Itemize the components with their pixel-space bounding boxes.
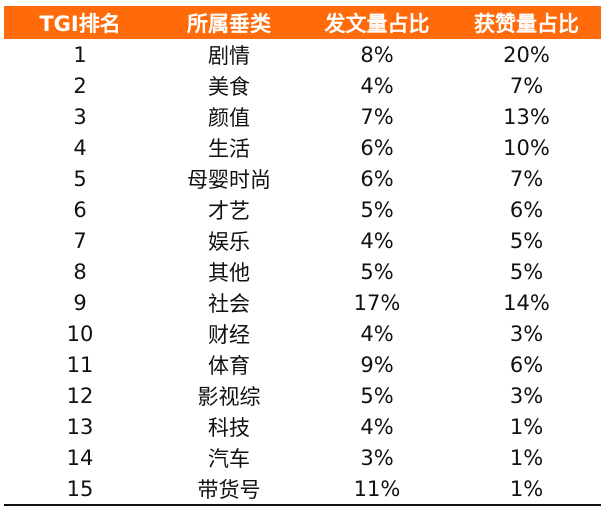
cell-like-share: 14% bbox=[503, 290, 550, 315]
header-category: 所属垂类 bbox=[156, 6, 302, 39]
cell-category: 其他 bbox=[208, 260, 250, 285]
cell-rank: 8 bbox=[73, 259, 87, 284]
cell-like-share: 13% bbox=[503, 104, 550, 129]
table-row: 11 体育 9% 6% bbox=[4, 349, 601, 380]
cell-post-share: 9% bbox=[360, 352, 394, 377]
cell-rank: 1 bbox=[73, 42, 87, 67]
cell-rank: 5 bbox=[73, 166, 87, 191]
cell-like-share: 3% bbox=[509, 383, 544, 408]
cell-post-share: 7% bbox=[360, 104, 394, 129]
cell-rank: 9 bbox=[73, 290, 87, 315]
cell-like-share: 7% bbox=[509, 73, 544, 98]
cell-rank: 14 bbox=[66, 445, 94, 470]
cell-like-share: 1% bbox=[452, 473, 601, 506]
header-tgi-rank: TGI排名 bbox=[4, 6, 156, 39]
cell-like-share: 5% bbox=[509, 228, 544, 253]
cell-category: 颜值 bbox=[208, 105, 250, 130]
cell-rank: 12 bbox=[66, 383, 94, 408]
table-row: 10 财经 4% 3% bbox=[4, 318, 601, 349]
cell-like-share: 7% bbox=[509, 166, 544, 191]
cell-rank: 10 bbox=[66, 321, 94, 346]
header-like-share: 获赞量占比 bbox=[452, 6, 601, 39]
cell-post-share: 4% bbox=[360, 228, 394, 253]
table-row: 7 娱乐 4% 5% bbox=[4, 225, 601, 256]
cell-rank: 11 bbox=[66, 352, 94, 377]
cell-rank: 7 bbox=[73, 228, 87, 253]
cell-category: 社会 bbox=[208, 291, 250, 316]
cell-like-share: 10% bbox=[503, 135, 550, 160]
table-row: 2 美食 4% 7% bbox=[4, 70, 601, 101]
table-row: 15 带货号 11% 1% bbox=[4, 473, 601, 506]
cell-post-share: 4% bbox=[360, 73, 394, 98]
cell-post-share: 3% bbox=[360, 445, 394, 470]
cell-like-share: 6% bbox=[509, 352, 544, 377]
cell-category: 汽车 bbox=[208, 446, 250, 471]
cell-rank: 3 bbox=[73, 104, 87, 129]
header-post-share: 发文量占比 bbox=[302, 6, 452, 39]
table-row: 4 生活 6% 10% bbox=[4, 132, 601, 163]
cell-category: 影视综 bbox=[197, 384, 261, 409]
tgi-ranking-table: TGI排名 所属垂类 发文量占比 获赞量占比 1 剧情 8% 20% 2 美食 4% 7% 3 颜… bbox=[4, 6, 601, 506]
cell-rank: 13 bbox=[66, 414, 94, 439]
table-row: 5 母婴时尚 6% 7% bbox=[4, 163, 601, 194]
cell-post-share: 6% bbox=[360, 166, 394, 191]
cell-rank: 2 bbox=[73, 73, 87, 98]
cell-rank: 15 bbox=[4, 473, 156, 506]
cell-like-share: 3% bbox=[509, 321, 544, 346]
cell-category: 带货号 bbox=[156, 473, 302, 506]
cell-category: 母婴时尚 bbox=[187, 167, 271, 192]
cell-category: 娱乐 bbox=[208, 229, 250, 254]
table-row: 14 汽车 3% 1% bbox=[4, 442, 601, 473]
table-row: 8 其他 5% 5% bbox=[4, 256, 601, 287]
cell-post-share: 4% bbox=[360, 321, 394, 346]
cell-post-share: 17% bbox=[353, 290, 401, 315]
cell-category: 体育 bbox=[208, 353, 250, 378]
table-header: TGI排名 所属垂类 发文量占比 获赞量占比 bbox=[4, 6, 601, 39]
cell-category: 科技 bbox=[208, 415, 250, 440]
cell-post-share: 11% bbox=[302, 473, 452, 506]
cell-post-share: 6% bbox=[360, 135, 394, 160]
cell-category: 美食 bbox=[208, 74, 250, 99]
cell-category: 剧情 bbox=[208, 43, 250, 68]
table-row: 12 影视综 5% 3% bbox=[4, 380, 601, 411]
table-row: 3 颜值 7% 13% bbox=[4, 101, 601, 132]
cell-like-share: 1% bbox=[509, 414, 544, 439]
table-row: 1 剧情 8% 20% bbox=[4, 39, 601, 70]
cell-rank: 6 bbox=[73, 197, 87, 222]
cell-category: 生活 bbox=[208, 136, 250, 161]
cell-post-share: 5% bbox=[360, 259, 394, 284]
header-row: TGI排名 所属垂类 发文量占比 获赞量占比 bbox=[4, 6, 601, 39]
cell-like-share: 6% bbox=[509, 197, 544, 222]
table-row: 6 才艺 5% 6% bbox=[4, 194, 601, 225]
cell-like-share: 5% bbox=[509, 259, 544, 284]
cell-post-share: 8% bbox=[360, 42, 394, 67]
cell-category: 才艺 bbox=[208, 198, 250, 223]
cell-rank: 4 bbox=[73, 135, 87, 160]
cell-post-share: 5% bbox=[360, 197, 394, 222]
cell-category: 财经 bbox=[208, 322, 250, 347]
cell-post-share: 4% bbox=[360, 414, 394, 439]
cell-like-share: 1% bbox=[509, 445, 544, 470]
table-body: 1 剧情 8% 20% 2 美食 4% 7% 3 颜值 7% 13% 4 生活 6% 10% 5 母婴时尚 6% 7%… bbox=[4, 39, 601, 506]
cell-like-share: 20% bbox=[503, 42, 550, 67]
cell-post-share: 5% bbox=[360, 383, 394, 408]
table-row: 13 科技 4% 1% bbox=[4, 411, 601, 442]
tgi-ranking-table-container: TGI排名 所属垂类 发文量占比 获赞量占比 1 剧情 8% 20% 2 美食 4% 7% 3 颜… bbox=[4, 6, 601, 510]
table-row: 9 社会 17% 14% bbox=[4, 287, 601, 318]
